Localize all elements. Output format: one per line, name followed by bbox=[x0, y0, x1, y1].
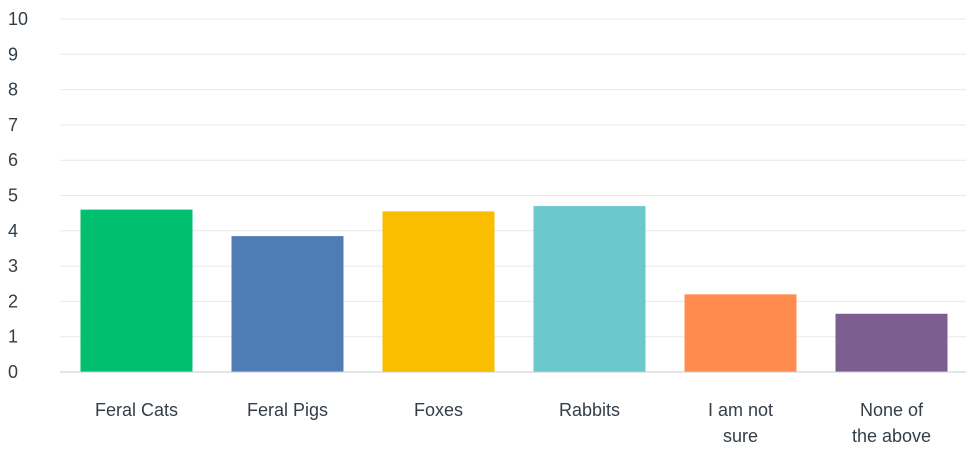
x-axis-labels: Feral Cats Feral Pigs Foxes Rabbits I am not… bbox=[95, 400, 931, 446]
bar-foxes bbox=[382, 211, 495, 372]
bar-feral-pigs bbox=[231, 236, 344, 372]
y-tick-label: 6 bbox=[8, 150, 18, 170]
bar-feral-cats bbox=[80, 209, 193, 372]
x-category-label: Rabbits bbox=[559, 400, 620, 420]
y-tick-label: 7 bbox=[8, 115, 18, 135]
y-tick-label: 8 bbox=[8, 80, 18, 100]
bar-none-of-the-above bbox=[835, 313, 948, 372]
y-tick-label: 0 bbox=[8, 362, 18, 382]
x-category-label: Feral Pigs bbox=[247, 400, 328, 420]
bar-rabbits bbox=[533, 206, 646, 372]
bar-i-am-not-sure bbox=[684, 294, 797, 372]
y-axis-ticks: 0 1 2 3 4 5 6 7 8 9 10 bbox=[8, 9, 28, 382]
grid-lines bbox=[60, 18, 966, 338]
y-tick-label: 3 bbox=[8, 256, 18, 276]
y-tick-label: 9 bbox=[8, 44, 18, 64]
x-category-label: the above bbox=[852, 426, 931, 446]
x-category-label: Foxes bbox=[414, 400, 463, 420]
x-category-label: sure bbox=[723, 426, 758, 446]
y-tick-label: 4 bbox=[8, 221, 18, 241]
y-tick-label: 2 bbox=[8, 291, 18, 311]
y-tick-label: 5 bbox=[8, 186, 18, 206]
y-tick-label: 1 bbox=[8, 327, 18, 347]
x-category-label: I am not bbox=[708, 400, 773, 420]
bars bbox=[80, 206, 948, 372]
x-category-label: Feral Cats bbox=[95, 400, 178, 420]
y-tick-label: 10 bbox=[8, 9, 28, 29]
x-category-label: None of bbox=[860, 400, 924, 420]
